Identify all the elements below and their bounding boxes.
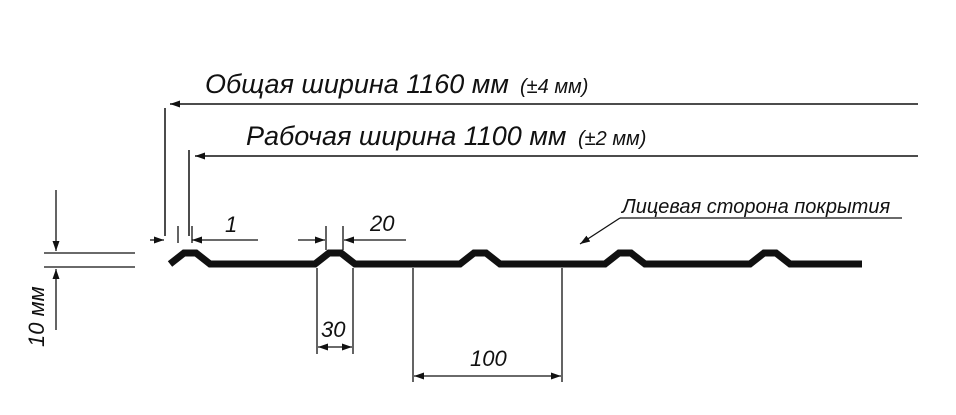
profiled-sheet <box>167 249 862 268</box>
rib-base-label: 30 <box>321 317 346 342</box>
pitch-label: 100 <box>470 346 507 371</box>
rib-top-label: 20 <box>369 211 395 236</box>
total-width-label: Общая ширина 1160 мм <box>205 69 509 99</box>
edge-gap-label: 1 <box>225 212 237 237</box>
working-width-label: Рабочая ширина 1100 мм <box>246 121 566 151</box>
face-side-label: Лицевая сторона покрытия <box>620 196 890 218</box>
total-width-tolerance: (±4 мм) <box>520 76 588 98</box>
height-label: 10 мм <box>24 286 49 347</box>
face-side-leader <box>579 217 621 245</box>
working-width-tolerance: (±2 мм) <box>578 128 646 150</box>
